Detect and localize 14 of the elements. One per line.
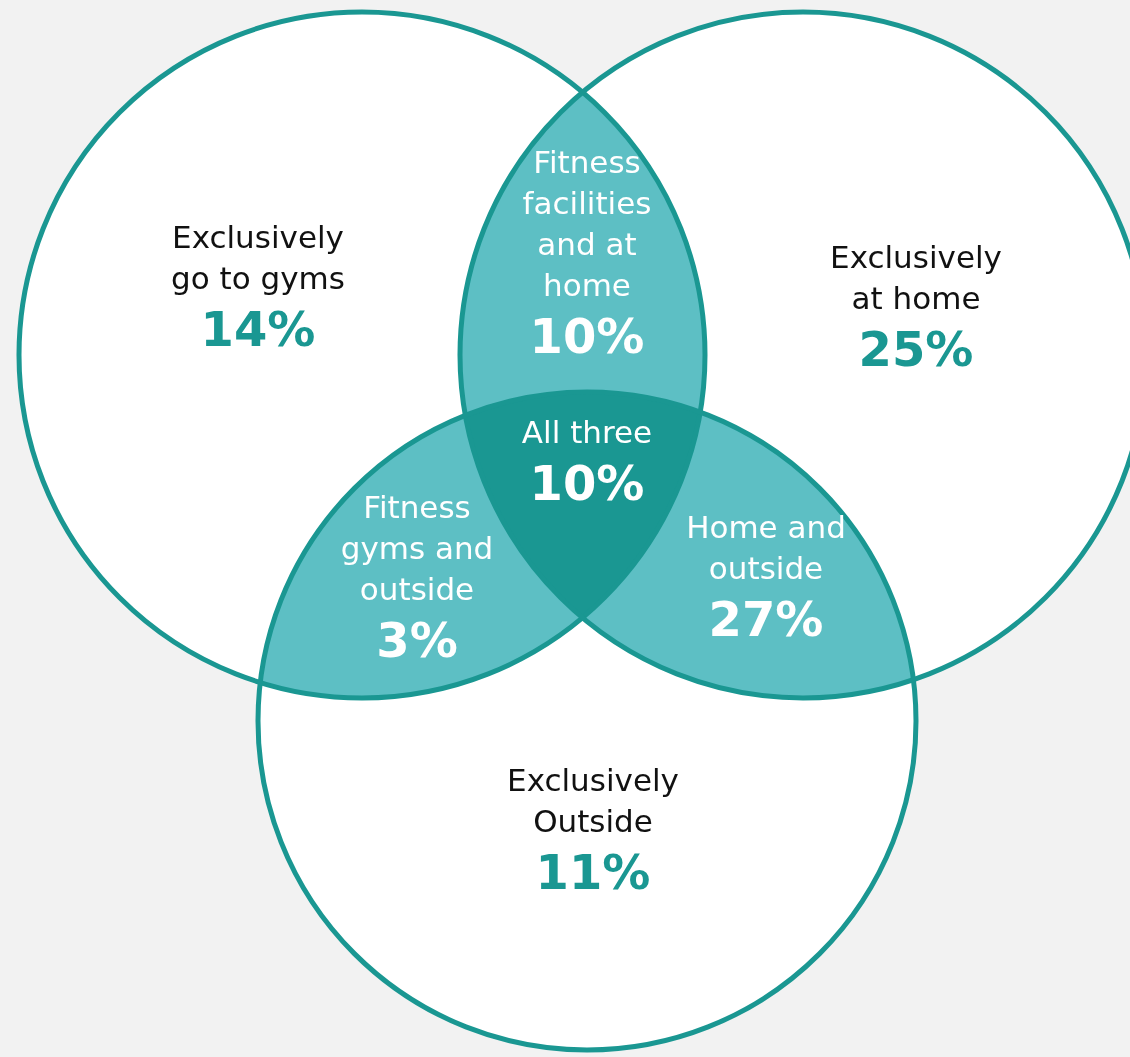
data-label: 25% bbox=[858, 321, 974, 378]
category-label: Fitness gyms and outside bbox=[340, 489, 494, 608]
category-label: Exclusively Outside bbox=[507, 762, 679, 840]
data-label: 3% bbox=[376, 612, 458, 669]
data-label: 27% bbox=[708, 591, 824, 648]
data-label: 10% bbox=[529, 455, 645, 512]
category-label: Exclusively at home bbox=[830, 239, 1002, 317]
category-label: Home and outside bbox=[686, 509, 846, 587]
data-label: 10% bbox=[529, 308, 645, 365]
data-label: 11% bbox=[535, 844, 651, 901]
category-label: All three bbox=[521, 414, 653, 451]
category-label: Exclusively go to gyms bbox=[171, 219, 345, 297]
category-label: Fitness facilities and at home bbox=[522, 144, 652, 304]
data-label: 14% bbox=[200, 301, 316, 358]
